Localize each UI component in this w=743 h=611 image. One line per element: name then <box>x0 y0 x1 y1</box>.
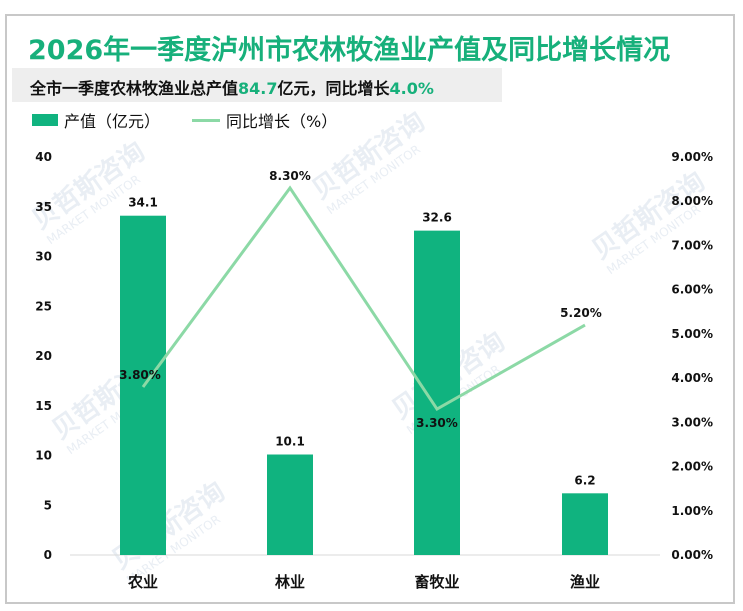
bar-series: 34.1 10.1 32.6 6.2 <box>120 196 608 555</box>
bar-value-label: 32.6 <box>422 211 452 225</box>
right-axis-tick: 6.00% <box>671 283 713 297</box>
left-axis-tick: 0 <box>44 548 52 562</box>
right-axis-tick: 7.00% <box>671 238 713 252</box>
chart-frame <box>5 14 735 604</box>
bar-value-label: 6.2 <box>574 473 595 487</box>
bar-value-label: 10.1 <box>275 435 305 449</box>
left-axis-tick: 5 <box>44 498 52 512</box>
x-axis-categories: 农业 林业 畜牧业 渔业 <box>127 573 600 591</box>
bar-value-label: 34.1 <box>128 196 158 210</box>
right-axis-tick: 8.00% <box>671 194 713 208</box>
category-label: 林业 <box>275 573 305 591</box>
left-axis-tick: 10 <box>35 449 52 463</box>
legend-line-swatch <box>192 118 221 122</box>
left-axis-tick: 35 <box>35 200 52 214</box>
left-axis-tick: 20 <box>35 349 52 363</box>
right-axis-tick: 4.00% <box>671 371 713 385</box>
right-y-axis: 0.00% 1.00% 2.00% 3.00% 4.00% 5.00% 6.00% 7.00%… <box>671 150 713 562</box>
subtitle-mid: 亿元，同比增长 <box>277 79 390 98</box>
line-value-label: 8.30% <box>269 169 311 183</box>
category-label: 畜牧业 <box>414 573 459 591</box>
right-axis-tick: 9.00% <box>671 150 713 164</box>
total-output-value: 84.7 <box>238 79 278 98</box>
chart-subtitle: 全市一季度农林牧渔业总产值84.7亿元，同比增长4.0% <box>30 75 434 99</box>
left-axis-tick: 15 <box>35 399 52 413</box>
line-value-label: 3.30% <box>416 416 458 430</box>
right-axis-tick: 5.00% <box>671 327 713 341</box>
left-axis-tick: 40 <box>35 150 52 164</box>
legend-bar-label: 产值（亿元） <box>64 112 161 131</box>
left-axis-tick: 25 <box>35 299 52 313</box>
right-axis-tick: 0.00% <box>671 548 713 562</box>
category-label: 农业 <box>127 573 158 591</box>
right-axis-tick: 1.00% <box>671 504 713 518</box>
bar <box>267 454 313 555</box>
left-y-axis: 0 5 10 15 20 25 30 35 40 <box>35 150 52 562</box>
growth-rate-value: 4.0% <box>389 79 434 98</box>
line-value-label: 3.80% <box>119 368 161 382</box>
line-value-label: 5.20% <box>560 306 602 320</box>
legend-line-label: 同比增长（%） <box>226 112 338 131</box>
line-series: 3.80% 8.30% 3.30% 5.20% <box>119 169 602 430</box>
bar <box>562 493 608 555</box>
chart-legend: 产值（亿元） 同比增长（%） <box>32 108 337 132</box>
chart-title: 2026年一季度泸州市农林牧渔业产值及同比增长情况 <box>28 35 671 66</box>
subtitle-prefix: 全市一季度农林牧渔业总产值 <box>30 79 239 98</box>
bar <box>414 230 460 555</box>
category-label: 渔业 <box>570 573 600 591</box>
growth-line <box>141 185 586 412</box>
right-axis-tick: 2.00% <box>671 460 713 474</box>
subtitle-background <box>12 68 502 102</box>
right-axis-tick: 3.00% <box>671 415 713 429</box>
legend-bar-swatch <box>32 114 58 126</box>
left-axis-tick: 30 <box>35 250 52 264</box>
